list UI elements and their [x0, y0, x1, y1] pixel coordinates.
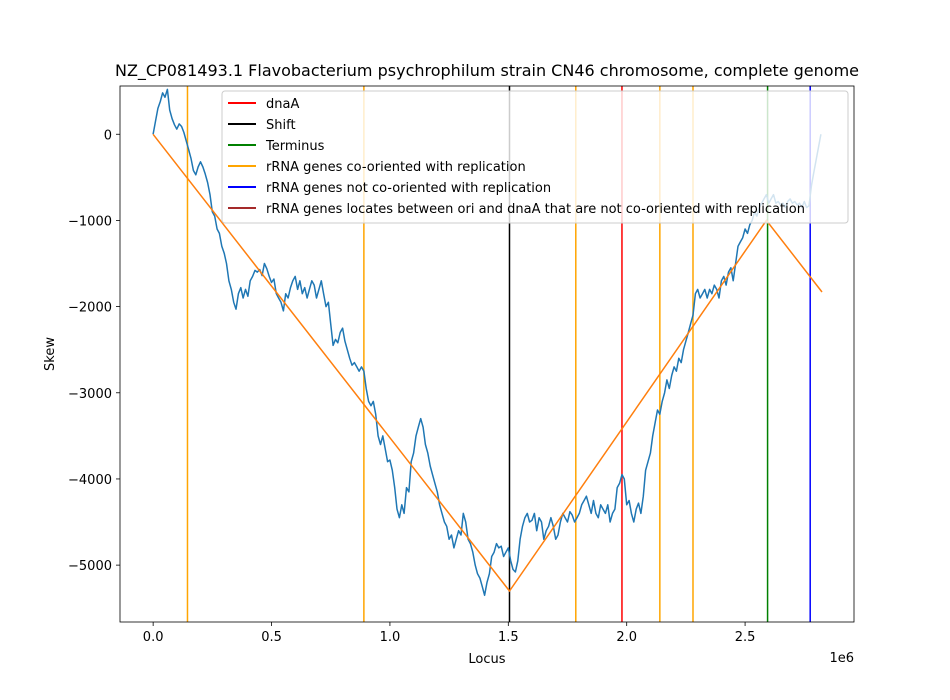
x-tick-label-2: 1.0: [380, 630, 401, 645]
legend-label-3: rRNA genes co-oriented with replication: [266, 160, 526, 175]
skew-series-line: [152, 88, 822, 597]
x-tick-label-1: 0.5: [261, 630, 282, 645]
y-tick-label-1: −1000: [68, 214, 112, 229]
y-tick-label-2: −2000: [68, 301, 112, 316]
legend-label-1: Shift: [266, 118, 296, 133]
y-tick-label-0: 0: [104, 128, 112, 143]
x-tick-label-0: 0.0: [143, 630, 164, 645]
x-tick-label-3: 1.5: [498, 630, 519, 645]
axes-frame: [119, 85, 855, 623]
x-tick-label-4: 2.0: [616, 630, 637, 645]
y-tick-label-3: −3000: [68, 387, 112, 402]
legend-label-5: rRNA genes locates between ori and dnaA …: [266, 202, 805, 217]
y-tick-label-4: −4000: [68, 473, 112, 488]
plot-area: 0.0 0.5 1.0 1.5 2.0 2.5 0 −1000 −2000 −3000 −4000 −…: [68, 85, 855, 645]
legend-label-2: Terminus: [265, 139, 325, 154]
legend: dnaA Shift Terminus rRNA genes co-oriented …: [221, 90, 849, 224]
legend-label-0: dnaA: [266, 97, 299, 112]
x-offset-label: 1e6: [829, 651, 854, 666]
y-axis-label: Skew: [43, 337, 58, 371]
y-tick-label-5: −5000: [68, 559, 112, 574]
x-tick-label-5: 2.5: [735, 630, 756, 645]
x-axis-label: Locus: [468, 652, 505, 667]
legend-label-4: rRNA genes not co-oriented with replicat…: [266, 181, 551, 196]
legend-box: [221, 90, 849, 224]
chart-title: NZ_CP081493.1 Flavobacterium psychrophil…: [115, 61, 859, 81]
fit-series-line: [152, 133, 823, 593]
